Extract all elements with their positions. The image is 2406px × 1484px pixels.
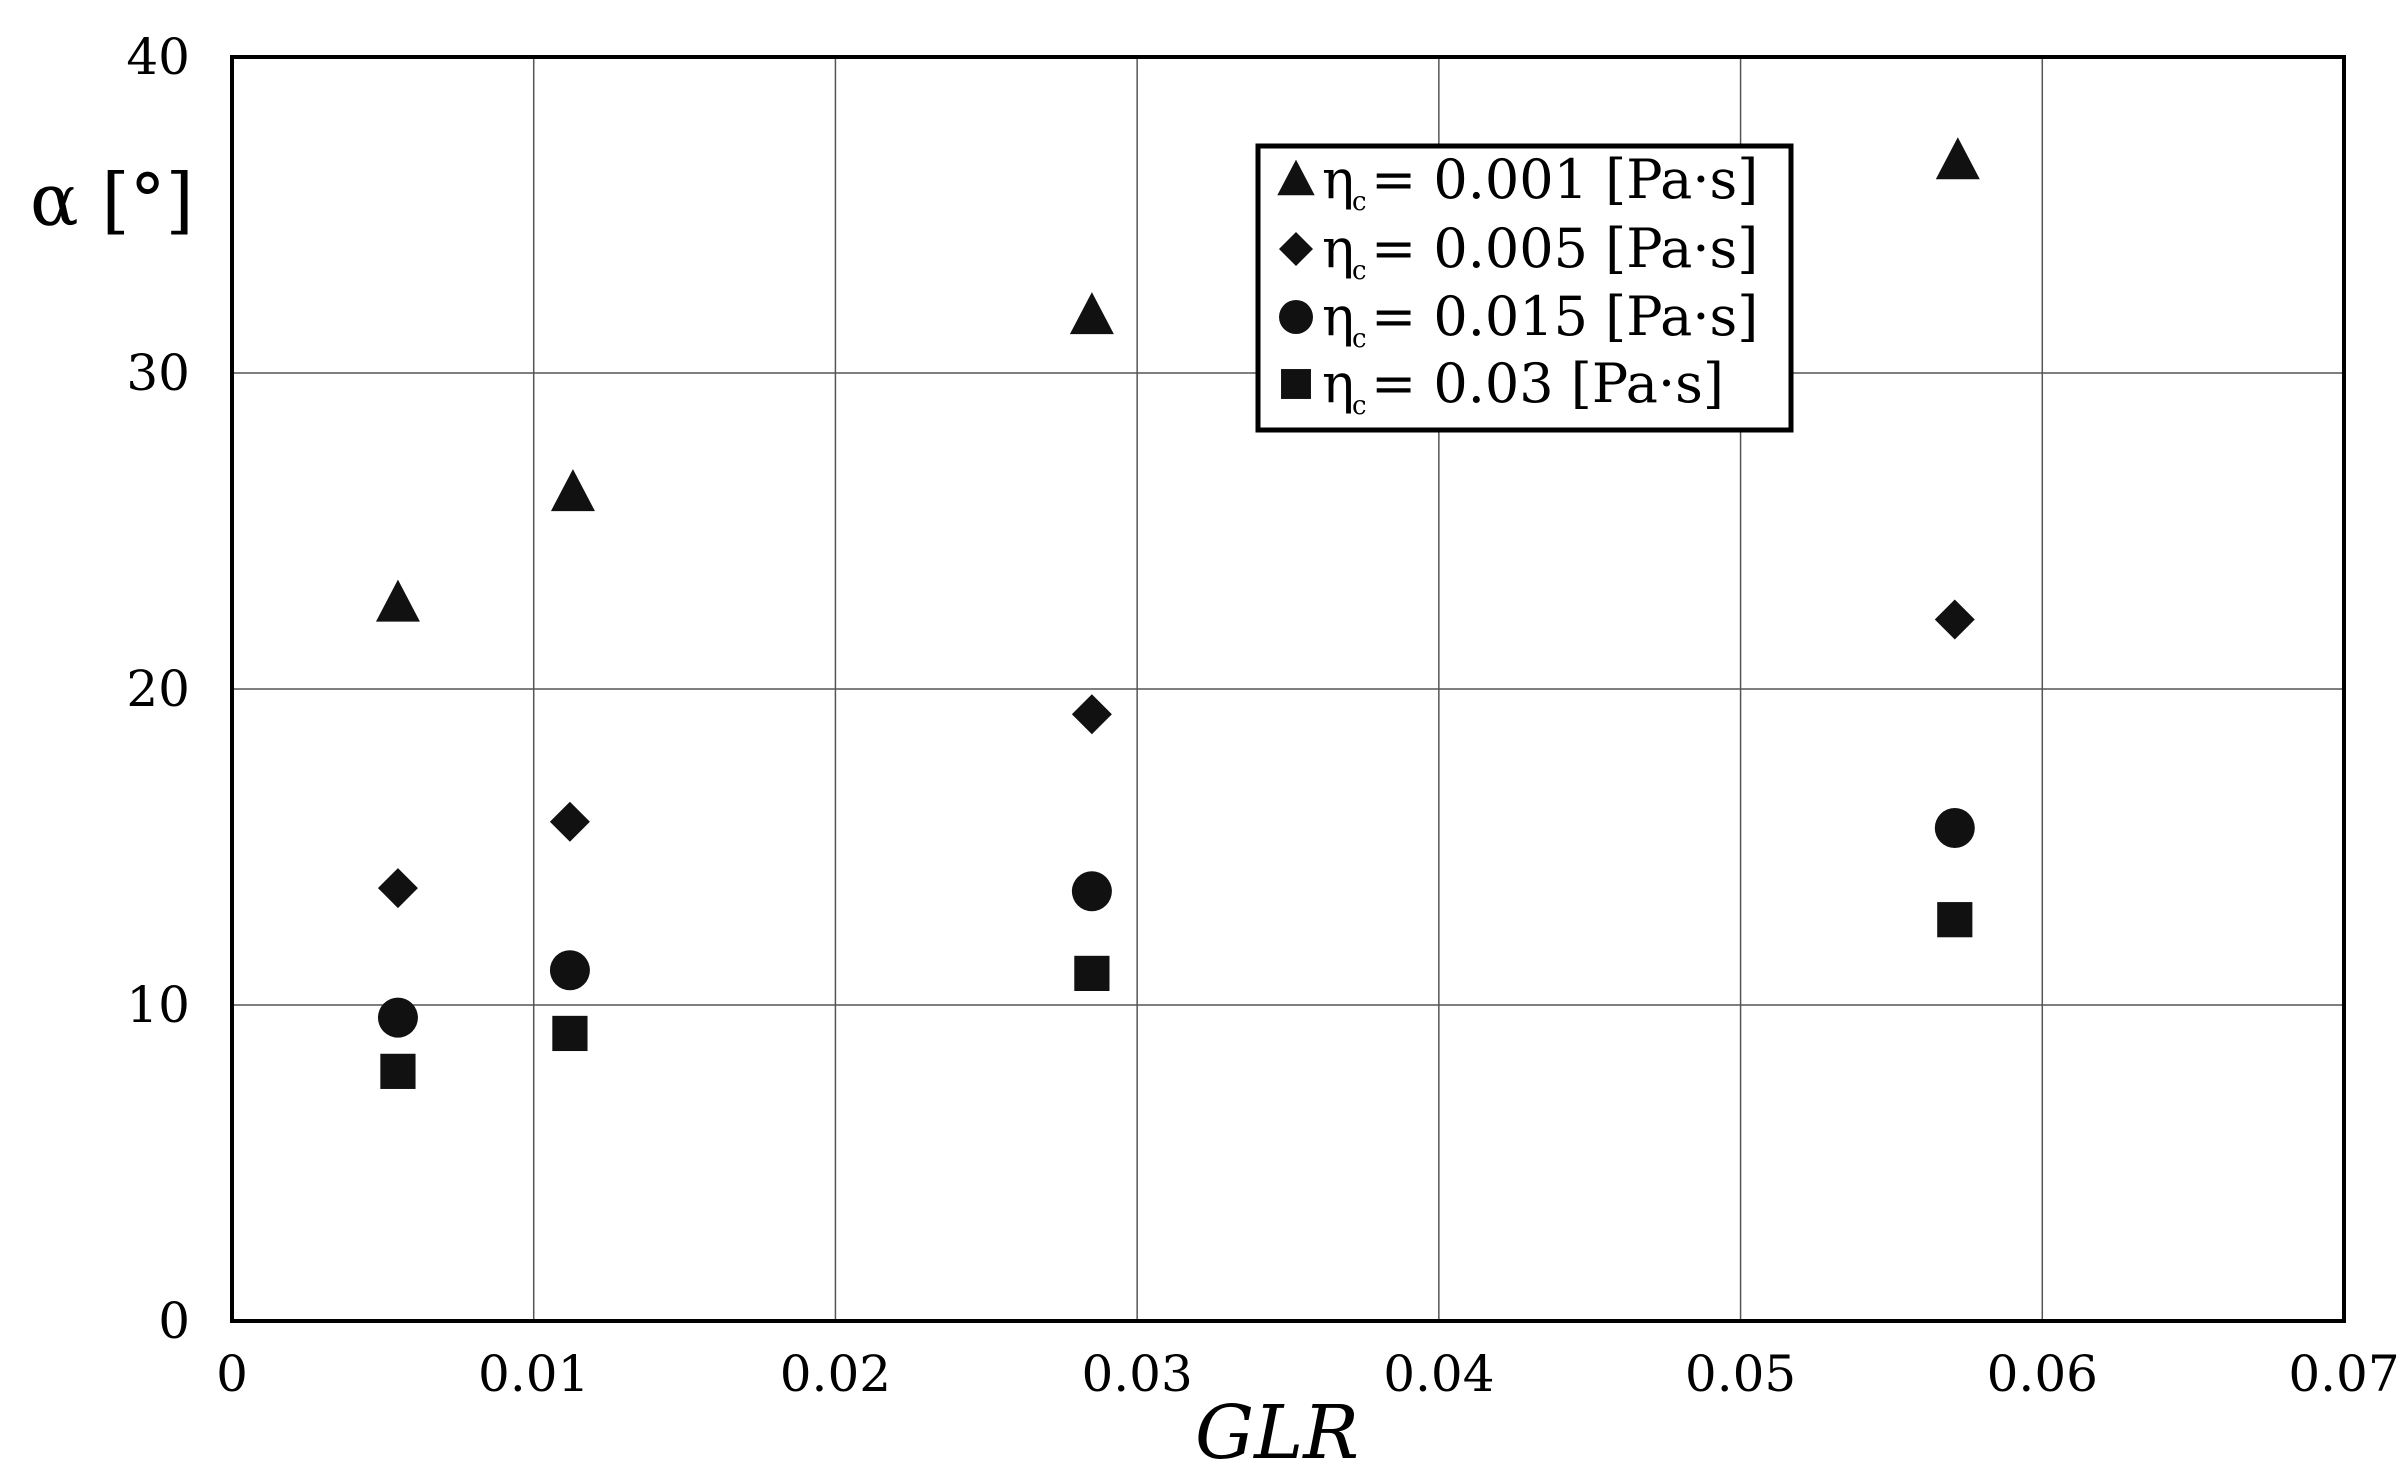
legend-label-symbol: η: [1322, 217, 1354, 280]
legend-label-subscript: c: [1352, 256, 1367, 286]
x-axis-title: GLR: [1195, 1390, 1359, 1476]
x-tick-label: 0.06: [1987, 1345, 2098, 1403]
data-point-circle: [377, 997, 418, 1038]
data-point-square: [1074, 955, 1110, 991]
y-tick-label: 30: [126, 344, 190, 402]
legend-label-symbol: η: [1322, 148, 1354, 211]
legend-marker-circle: [1279, 300, 1313, 334]
data-point-circle: [1934, 808, 1975, 849]
plot-frame: [230, 55, 2346, 1323]
data-point-triangle: [1069, 292, 1114, 335]
tick-labels: 0 0.01 0.02 0.03 0.04 0.05 0.06 0.07 0 10 20 30 40: [126, 28, 2399, 1403]
legend-label-subscript: c: [1352, 187, 1367, 217]
legend-label-symbol: η: [1322, 352, 1354, 415]
legend-label: = 0.015 [Pa·s]: [1371, 285, 1758, 348]
data-point-triangle: [550, 469, 595, 512]
x-tick-label: 0.04: [1383, 1345, 1494, 1403]
y-tick-label: 0: [158, 1292, 190, 1350]
legend-marker-triangle: [1277, 159, 1315, 196]
x-tick-label: 0.02: [780, 1345, 891, 1403]
legend: ηc = 0.001 [Pa·s]ηc = 0.005 [Pa·s]ηc = 0.01…: [1255, 143, 1794, 433]
data-point-square: [1937, 902, 1973, 938]
data-point-diamond: [549, 801, 590, 842]
data-point-square: [380, 1053, 416, 1089]
legend-label-symbol: η: [1322, 285, 1354, 348]
legend-marker-square: [1281, 369, 1311, 399]
y-tick-label: 40: [126, 28, 190, 86]
data-point-diamond: [1071, 694, 1112, 735]
x-tick-label: 0.07: [2288, 1345, 2399, 1403]
x-tick-label: 0.05: [1685, 1345, 1796, 1403]
data-markers: [375, 137, 1980, 1089]
legend-label: = 0.03 [Pa·s]: [1371, 352, 1724, 415]
legend-entries: ηc = 0.001 [Pa·s]ηc = 0.005 [Pa·s]ηc = 0.01…: [1277, 148, 1758, 421]
legend-label: = 0.005 [Pa·s]: [1371, 217, 1758, 280]
x-tick-label: 0: [216, 1345, 248, 1403]
y-tick-label: 20: [126, 660, 190, 718]
data-point-square: [552, 1015, 588, 1052]
data-point-diamond: [1934, 599, 1975, 640]
data-point-circle: [549, 950, 590, 991]
legend-box: [1255, 143, 1794, 433]
legend-marker-diamond: [1279, 232, 1313, 266]
data-point-triangle: [375, 579, 420, 622]
legend-label: = 0.001 [Pa·s]: [1371, 148, 1758, 211]
x-tick-label: 0.03: [1081, 1345, 1192, 1403]
data-point-diamond: [377, 868, 418, 909]
y-tick-label: 10: [126, 976, 190, 1034]
legend-label-subscript: c: [1352, 324, 1367, 354]
y-axis-title: α [°]: [30, 158, 194, 242]
x-tick-label: 0.01: [478, 1345, 589, 1403]
data-point-circle: [1071, 871, 1112, 912]
data-point-triangle: [1935, 137, 1980, 180]
legend-label-subscript: c: [1352, 391, 1367, 421]
